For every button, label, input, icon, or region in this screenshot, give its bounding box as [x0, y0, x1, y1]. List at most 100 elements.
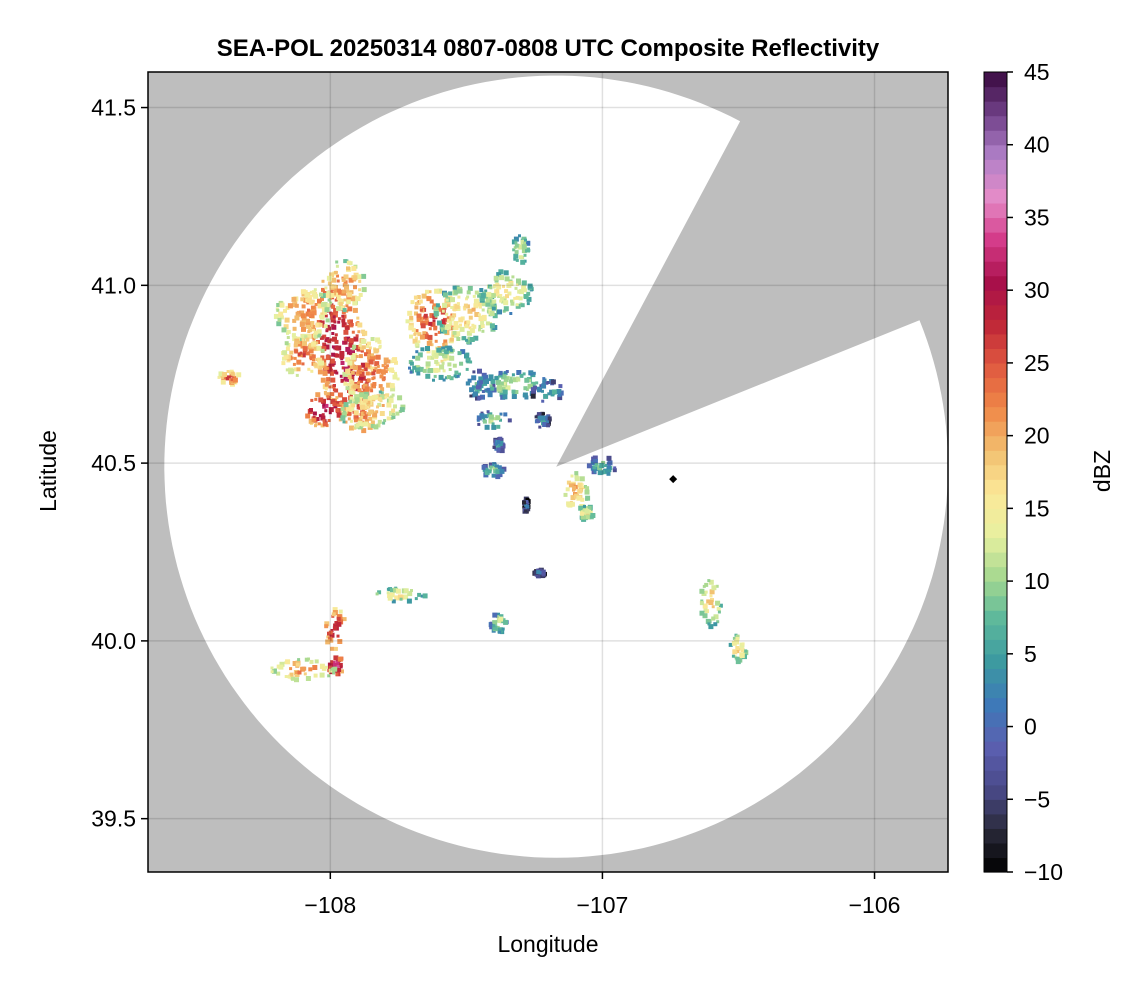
plot-area — [148, 72, 948, 872]
y-axis: 39.5 40.0 40.5 41.0 41.5 — [91, 95, 148, 832]
echo-cell — [699, 579, 723, 630]
colorbar-segment — [984, 697, 1007, 713]
echo-cell — [586, 455, 617, 476]
echo-layer — [217, 234, 749, 683]
echo-cell — [324, 259, 367, 312]
colorbar-segment — [984, 712, 1007, 728]
colorbar-segment — [984, 842, 1007, 859]
colorbar-segment — [984, 348, 1007, 364]
gridlines — [148, 72, 948, 872]
echo-cell — [408, 345, 473, 382]
colorbar-segment — [984, 726, 1007, 742]
colorbar-segment — [984, 624, 1007, 640]
colorbar-tick-label: −5 — [1024, 786, 1050, 812]
colorbar-segment — [984, 421, 1007, 437]
colorbar-segment — [984, 72, 1007, 88]
echo-cell — [217, 369, 242, 387]
colorbar-tick-label: 15 — [1024, 495, 1050, 521]
y-axis-label: Latitude — [35, 430, 61, 512]
colorbar-frame — [983, 71, 1008, 873]
colorbar-segment — [984, 741, 1007, 757]
colorbar-tick-label: 20 — [1024, 423, 1050, 449]
colorbar-segment — [984, 261, 1007, 277]
colorbar-segment — [984, 682, 1007, 699]
colorbar-segment — [984, 246, 1007, 262]
echo-cell — [530, 379, 564, 403]
colorbar-segment — [984, 217, 1007, 233]
colorbar-segment — [984, 188, 1007, 204]
y-tick-label: 40.5 — [91, 450, 136, 476]
colorbar-segment — [984, 173, 1007, 189]
colorbar-segment — [984, 319, 1007, 335]
colorbar-segment — [984, 784, 1007, 800]
chart-title: SEA-POL 20250314 0807-0808 UTC Composite… — [217, 35, 880, 62]
colorbar-segment — [984, 115, 1007, 131]
radar-coverage — [164, 75, 948, 858]
colorbar-segment — [984, 159, 1007, 175]
colorbar-segment — [984, 333, 1007, 349]
x-tick-label: −106 — [849, 892, 901, 918]
colorbar-label: dBZ — [1089, 450, 1115, 492]
x-tick-label: −108 — [304, 892, 356, 918]
colorbar-segment — [984, 377, 1007, 393]
colorbar-segment — [984, 479, 1007, 495]
colorbar-segment — [984, 304, 1007, 320]
colorbar-segment — [984, 522, 1007, 539]
y-tick-label: 41.5 — [91, 95, 136, 121]
colorbar-segment — [984, 581, 1007, 597]
colorbar-segment — [984, 450, 1007, 466]
colorbar-segment — [984, 770, 1007, 786]
colorbar-segment — [984, 668, 1007, 684]
colorbar-segment — [984, 130, 1007, 146]
colorbar-tick-label: 35 — [1024, 204, 1050, 230]
colorbar-segment — [984, 144, 1007, 160]
echo-cell — [281, 333, 325, 377]
colorbar-segment — [984, 566, 1007, 582]
colorbar-tick-label: 10 — [1024, 568, 1050, 594]
radar-site-marker — [669, 475, 678, 484]
colorbar-segment — [984, 290, 1007, 306]
echo-cell — [511, 234, 531, 265]
echo-cell — [475, 370, 555, 400]
colorbar-segment — [984, 232, 1007, 248]
echo-cell — [479, 269, 534, 315]
colorbar-segment — [984, 755, 1007, 771]
colorbar-segment — [984, 595, 1007, 611]
echo-cell — [534, 411, 552, 429]
y-tick-label: 41.0 — [91, 272, 136, 298]
colorbar-tick-label: 30 — [1024, 277, 1050, 303]
echo-cell — [375, 586, 428, 604]
echo-cell — [481, 462, 507, 480]
colorbar-segment — [984, 552, 1007, 568]
echo-cell — [340, 390, 406, 430]
colorbar-segment — [984, 828, 1007, 844]
colorbar-segment — [984, 639, 1007, 655]
colorbar-segment — [984, 493, 1007, 509]
colorbar-tick-label: −10 — [1024, 859, 1063, 885]
echo-cell — [522, 496, 531, 514]
colorbar-tick-label: 45 — [1024, 59, 1050, 85]
echo-cell — [578, 504, 596, 522]
colorbar-segment — [984, 537, 1007, 553]
colorbar-tick-label: 0 — [1024, 714, 1037, 740]
colorbar-segment — [984, 799, 1007, 815]
y-tick-label: 39.5 — [91, 806, 136, 832]
colorbar-segment — [984, 406, 1007, 422]
echo-cell — [488, 612, 509, 635]
colorbar-tick-label: 5 — [1024, 641, 1037, 667]
colorbar-segment — [984, 86, 1007, 102]
colorbar-segment — [984, 202, 1007, 219]
y-tick-label: 40.0 — [91, 628, 136, 654]
echo-cell — [273, 288, 331, 344]
colorbar-segment — [984, 275, 1007, 291]
colorbar-tick-label: 40 — [1024, 132, 1050, 158]
colorbar-segment — [984, 362, 1007, 379]
colorbar-segment — [984, 464, 1007, 480]
colorbar-segment — [984, 610, 1007, 626]
echo-cell — [728, 633, 749, 665]
x-axis-label: Longitude — [497, 931, 598, 957]
echo-cell — [532, 567, 547, 579]
x-tick-label: −107 — [577, 892, 629, 918]
colorbar-segment — [984, 508, 1007, 524]
